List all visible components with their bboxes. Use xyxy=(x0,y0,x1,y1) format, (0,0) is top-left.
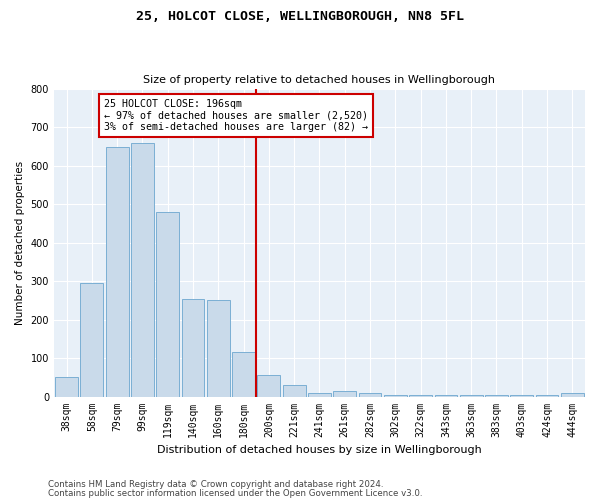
Bar xyxy=(561,392,584,396)
Bar xyxy=(409,394,432,396)
Title: Size of property relative to detached houses in Wellingborough: Size of property relative to detached ho… xyxy=(143,76,496,86)
Y-axis label: Number of detached properties: Number of detached properties xyxy=(15,160,25,325)
Text: Contains HM Land Registry data © Crown copyright and database right 2024.: Contains HM Land Registry data © Crown c… xyxy=(48,480,383,489)
Bar xyxy=(80,283,103,397)
Bar xyxy=(485,394,508,396)
Text: 25, HOLCOT CLOSE, WELLINGBOROUGH, NN8 5FL: 25, HOLCOT CLOSE, WELLINGBOROUGH, NN8 5F… xyxy=(136,10,464,23)
Text: 25 HOLCOT CLOSE: 196sqm
← 97% of detached houses are smaller (2,520)
3% of semi-: 25 HOLCOT CLOSE: 196sqm ← 97% of detache… xyxy=(104,98,368,132)
Bar xyxy=(359,394,382,396)
Bar xyxy=(460,394,482,396)
Bar xyxy=(511,394,533,396)
Text: Contains public sector information licensed under the Open Government Licence v3: Contains public sector information licen… xyxy=(48,489,422,498)
Bar xyxy=(207,300,230,396)
Bar xyxy=(182,298,205,396)
Bar xyxy=(536,394,559,396)
Bar xyxy=(384,394,407,396)
Bar xyxy=(283,385,305,396)
Bar xyxy=(434,394,457,396)
X-axis label: Distribution of detached houses by size in Wellingborough: Distribution of detached houses by size … xyxy=(157,445,482,455)
Bar xyxy=(131,143,154,397)
Bar xyxy=(106,146,128,396)
Bar xyxy=(257,376,280,396)
Bar xyxy=(232,352,255,397)
Bar xyxy=(308,392,331,396)
Bar xyxy=(334,391,356,396)
Bar xyxy=(55,378,78,396)
Bar xyxy=(157,212,179,396)
